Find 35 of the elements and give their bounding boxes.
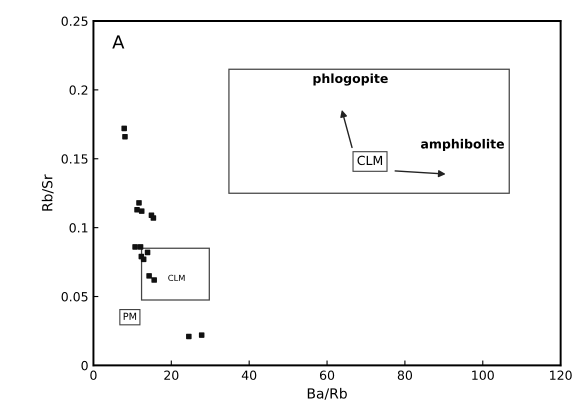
annotation: PM	[124, 312, 136, 320]
point	[138, 208, 144, 214]
point	[150, 215, 156, 221]
annotation: amphibolite	[420, 138, 504, 152]
point	[186, 334, 192, 340]
y-tick-label: 0.25	[62, 16, 88, 26]
annotation: phlogopite	[313, 73, 388, 86]
annotation: CLM	[168, 274, 185, 282]
point	[134, 206, 140, 213]
x-tick-label: 120	[550, 370, 572, 380]
x-tick-label: 20	[164, 370, 178, 380]
point	[121, 126, 127, 132]
point	[146, 273, 152, 279]
point	[151, 277, 157, 283]
point	[138, 244, 144, 250]
point	[198, 332, 204, 338]
y-tick-label: 0.05	[62, 292, 88, 302]
y-tick-label: 0.1	[70, 223, 88, 233]
annotation: A	[112, 35, 124, 48]
x-tick-label: 40	[242, 370, 256, 380]
x-tick-label: 60	[320, 370, 334, 380]
point	[144, 250, 150, 256]
y-axis-title: Rb/Sr	[42, 174, 54, 211]
point	[132, 244, 138, 250]
y-tick-label: 0.15	[62, 154, 88, 164]
annotation: CLM	[357, 156, 382, 166]
y-tick-label: 0.2	[70, 85, 88, 95]
y-tick-label: 0	[81, 360, 88, 370]
x-tick-label: 0	[90, 370, 97, 380]
point	[122, 134, 128, 140]
point	[136, 200, 142, 206]
point	[140, 256, 146, 262]
x-tick-label: 80	[398, 370, 412, 380]
x-axis-title: Ba/Rb	[308, 388, 347, 400]
x-tick-label: 100	[472, 370, 494, 380]
